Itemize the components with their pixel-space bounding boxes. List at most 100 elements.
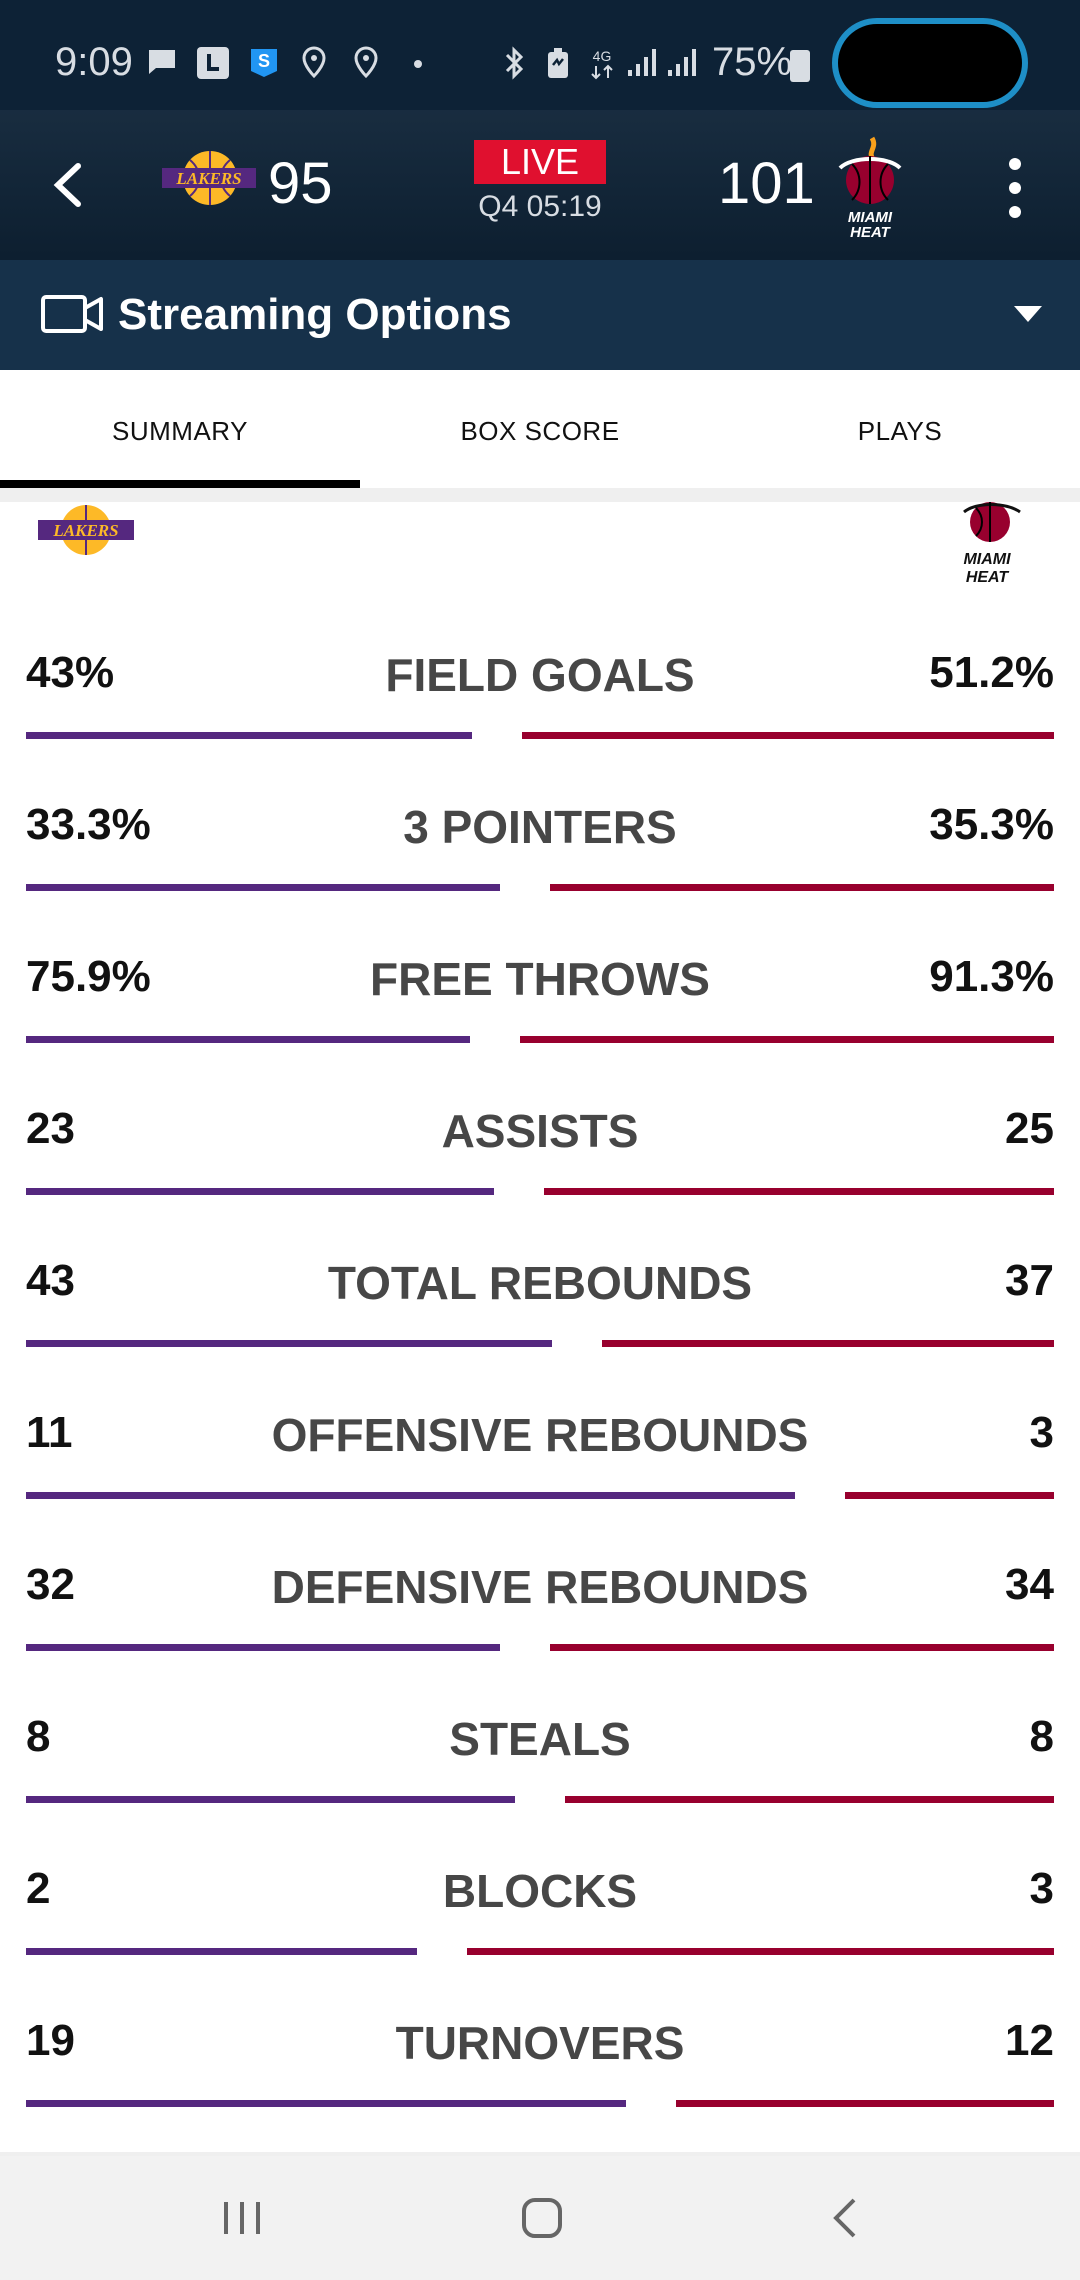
stat-row-field-goals: 43% FIELD GOALS 51.2% bbox=[0, 648, 1080, 800]
stat-row-3-pointers: 33.3% 3 POINTERS 35.3% bbox=[0, 800, 1080, 952]
stat-label: BLOCKS bbox=[442, 1865, 638, 1917]
system-back-button[interactable] bbox=[828, 2196, 864, 2240]
4g-icon: 4G bbox=[586, 46, 618, 80]
lakers-logo: LAKERS bbox=[158, 148, 260, 208]
home-stat-value: 25 bbox=[1005, 1104, 1054, 1153]
home-stat-bar bbox=[845, 1492, 1054, 1499]
away-stat-bar bbox=[26, 2100, 626, 2107]
recent-apps-button[interactable] bbox=[220, 2196, 264, 2240]
streaming-options-dropdown[interactable]: Streaming Options bbox=[0, 260, 1080, 370]
svg-text:HEAT: HEAT bbox=[966, 569, 1010, 586]
away-score: 95 bbox=[268, 151, 333, 216]
stat-label: OFFENSIVE REBOUNDS bbox=[271, 1409, 809, 1461]
more-vertical-icon bbox=[1009, 158, 1021, 218]
chevron-left-icon bbox=[53, 163, 81, 207]
tab-plays[interactable]: PLAYS bbox=[857, 416, 943, 446]
tab-summary[interactable]: SUMMARY bbox=[112, 416, 248, 446]
video-camera-icon bbox=[41, 295, 103, 333]
battery-percent: 75% bbox=[712, 40, 793, 84]
svg-text:MIAMI: MIAMI bbox=[848, 209, 893, 226]
away-stat-bar bbox=[26, 1340, 552, 1347]
l-app-icon bbox=[196, 46, 229, 79]
away-stat-value: 2 bbox=[26, 1864, 51, 1913]
home-stat-bar bbox=[676, 2100, 1054, 2107]
battery-saver-icon bbox=[542, 46, 574, 78]
active-tab-indicator bbox=[0, 480, 360, 488]
home-stat-bar bbox=[522, 732, 1054, 739]
stat-label: STEALS bbox=[449, 1713, 631, 1765]
away-stat-value: 23 bbox=[26, 1104, 75, 1153]
svg-text:LAKERS: LAKERS bbox=[52, 521, 118, 540]
away-stat-bar bbox=[26, 1948, 417, 1955]
battery-icon bbox=[790, 50, 810, 82]
home-stat-value: 3 bbox=[1029, 1864, 1054, 1913]
home-stat-bar bbox=[544, 1188, 1054, 1195]
location-icon bbox=[298, 46, 330, 79]
home-stat-bar bbox=[602, 1340, 1054, 1347]
caret-down-icon bbox=[1014, 306, 1042, 322]
away-stat-value: 8 bbox=[26, 1712, 51, 1761]
game-clock: Q4 05:19 bbox=[478, 190, 602, 223]
home-stat-bar bbox=[550, 1644, 1054, 1651]
stat-row-steals: 8 STEALS 8 bbox=[0, 1712, 1080, 1864]
home-score: 101 bbox=[718, 151, 815, 216]
content-divider bbox=[0, 2152, 1080, 2156]
svg-text:4G: 4G bbox=[593, 48, 612, 64]
stat-label: ASSISTS bbox=[441, 1105, 639, 1157]
status-time: 9:09 bbox=[55, 40, 133, 84]
home-stat-value: 37 bbox=[1005, 1256, 1054, 1305]
away-stat-value: 75.9% bbox=[26, 952, 151, 1001]
away-stat-bar bbox=[26, 732, 472, 739]
home-stat-value: 91.3% bbox=[929, 952, 1054, 1001]
stat-row-assists: 23 ASSISTS 25 bbox=[0, 1104, 1080, 1256]
camera-cutout bbox=[832, 18, 1028, 108]
away-stat-value: 32 bbox=[26, 1560, 75, 1609]
score-header: LAKERS 95 LIVE Q4 05:19 101 MIAMI HEAT bbox=[0, 110, 1080, 260]
stat-row-blocks: 2 BLOCKS 3 bbox=[0, 1864, 1080, 2016]
home-stat-value: 34 bbox=[1005, 1560, 1054, 1609]
lakers-logo: LAKERS bbox=[34, 502, 138, 558]
svg-text:S: S bbox=[258, 51, 270, 71]
away-stat-value: 33.3% bbox=[26, 800, 151, 849]
svg-text:HEAT: HEAT bbox=[850, 224, 892, 240]
stat-row-turnovers: 19 TURNOVERS 12 bbox=[0, 2016, 1080, 2168]
stat-label: FIELD GOALS bbox=[385, 649, 695, 701]
bluetooth-icon bbox=[498, 46, 530, 80]
system-nav-bar bbox=[0, 2156, 1080, 2280]
recents-icon bbox=[224, 2202, 260, 2234]
signal-icon bbox=[626, 46, 658, 78]
svg-text:MIAMI: MIAMI bbox=[963, 551, 1011, 568]
away-stat-value: 11 bbox=[26, 1408, 73, 1457]
stat-label: TOTAL REBOUNDS bbox=[327, 1257, 753, 1309]
away-stat-bar bbox=[26, 1492, 795, 1499]
away-stat-bar bbox=[26, 884, 500, 891]
stat-label: FREE THROWS bbox=[370, 953, 710, 1005]
home-stat-value: 3 bbox=[1029, 1408, 1054, 1457]
away-stat-bar bbox=[26, 1188, 494, 1195]
location-icon bbox=[350, 46, 382, 79]
home-stat-bar bbox=[520, 1036, 1054, 1043]
more-options-button[interactable] bbox=[1000, 150, 1030, 226]
streaming-options-label: Streaming Options bbox=[118, 290, 512, 339]
tab-box-score[interactable]: BOX SCORE bbox=[460, 416, 620, 446]
stat-row-offensive-rebounds: 11 OFFENSIVE REBOUNDS 3 bbox=[0, 1408, 1080, 1560]
away-stat-value: 43 bbox=[26, 1256, 75, 1305]
home-button[interactable] bbox=[520, 2196, 564, 2240]
tab-bar: SUMMARY BOX SCORE PLAYS bbox=[0, 370, 1080, 488]
back-button[interactable] bbox=[40, 150, 100, 220]
stat-label: 3 POINTERS bbox=[403, 801, 677, 853]
home-stat-bar bbox=[467, 1948, 1054, 1955]
live-badge: LIVE bbox=[474, 140, 606, 184]
s-app-icon: S bbox=[248, 46, 280, 78]
away-stat-value: 19 bbox=[26, 2016, 75, 2065]
chevron-left-icon bbox=[833, 2198, 856, 2238]
heat-logo: MIAMI HEAT bbox=[948, 498, 1026, 588]
away-stat-bar bbox=[26, 1644, 500, 1651]
home-stat-value: 35.3% bbox=[929, 800, 1054, 849]
status-bar: 9:09 S 4G 75% bbox=[0, 0, 1080, 110]
stat-row-defensive-rebounds: 32 DEFENSIVE REBOUNDS 34 bbox=[0, 1560, 1080, 1712]
away-stat-bar bbox=[26, 1796, 515, 1803]
tab-divider bbox=[0, 488, 1080, 502]
svg-text:LAKERS: LAKERS bbox=[175, 169, 241, 188]
home-stat-value: 51.2% bbox=[929, 648, 1054, 697]
